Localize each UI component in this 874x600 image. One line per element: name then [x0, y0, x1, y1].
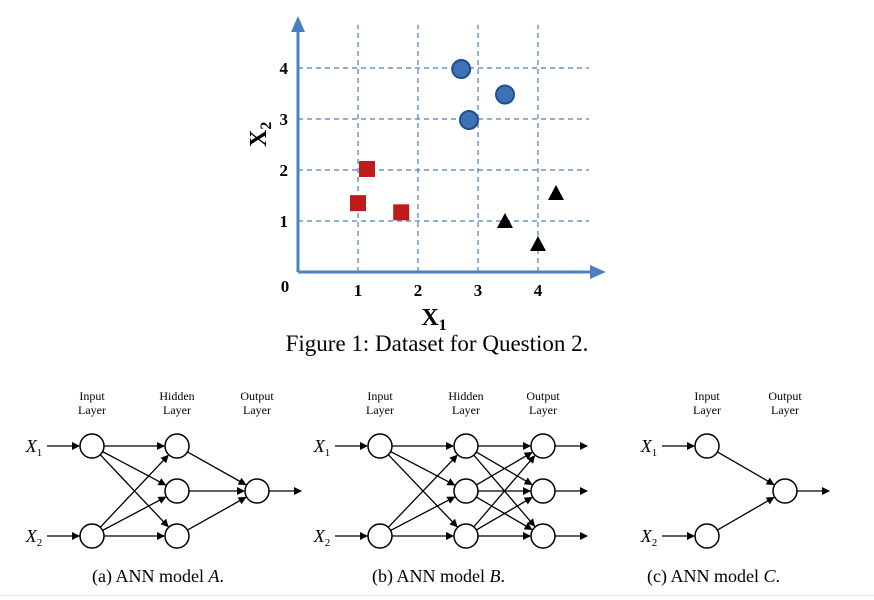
input-label-sub: 2 — [652, 537, 658, 549]
caption-model-a: (a) ANN model A. — [92, 566, 224, 586]
layer-label: Layer — [243, 403, 271, 417]
connection-edge — [187, 496, 247, 531]
input-node — [79, 523, 105, 549]
triangle-point — [497, 213, 513, 228]
connection-edge — [476, 496, 533, 531]
hidden-node — [164, 523, 190, 549]
input-node — [367, 523, 393, 549]
connection-edge — [387, 454, 458, 528]
input-label: X1 — [25, 436, 43, 459]
layer-label: Input — [79, 389, 105, 403]
input-label: X2 — [640, 526, 658, 549]
x-tick-label: 2 — [414, 281, 423, 300]
layer-label: Layer — [78, 403, 106, 417]
y-tick-label: 3 — [280, 110, 289, 129]
output-node — [772, 478, 798, 504]
input-label: X1 — [313, 436, 331, 459]
input-node — [694, 523, 720, 549]
connection-edge — [390, 496, 456, 532]
connection-edge — [717, 451, 775, 486]
layer-label: Layer — [452, 403, 480, 417]
y-axis-arrow — [291, 16, 305, 32]
layer-label: Output — [240, 389, 274, 403]
connection-edge — [717, 496, 775, 531]
hidden-node — [453, 433, 479, 459]
y-axis-label: X2 — [246, 122, 275, 147]
input-label-sub: 2 — [325, 537, 331, 549]
layer-label: Hidden — [159, 389, 194, 403]
input-node — [79, 433, 105, 459]
connection-edge — [390, 450, 456, 486]
grid-lines — [298, 24, 589, 272]
connection-edge — [476, 451, 533, 486]
data-markers — [350, 59, 564, 251]
axis-labels: X1 X2 — [246, 122, 447, 330]
layer-label: Hidden — [448, 389, 483, 403]
hidden-node — [453, 523, 479, 549]
x-axis-label-sub: 1 — [439, 317, 447, 330]
output-node — [244, 478, 270, 504]
input-node — [367, 433, 393, 459]
layer-label: Layer — [529, 403, 557, 417]
triangle-point — [530, 235, 546, 251]
output-node — [530, 478, 556, 504]
tick-labels: 0 1 2 3 4 1 2 3 4 — [280, 59, 543, 300]
layer-label: Layer — [163, 403, 191, 417]
input-label-sub: 1 — [37, 447, 43, 459]
input-label-sub: 2 — [37, 537, 43, 549]
connection-edge — [187, 451, 247, 486]
y-tick-label: 1 — [280, 212, 289, 231]
x-tick-label: 3 — [474, 281, 483, 300]
input-label: X1 — [640, 436, 658, 459]
circle-point — [451, 59, 472, 80]
figure-caption: Figure 1: Dataset for Question 2. — [285, 331, 589, 356]
page-edge-line — [0, 595, 874, 596]
caption-model-b: (b) ANN model B. — [372, 566, 505, 586]
layer-label: Input — [367, 389, 393, 403]
origin-label: 0 — [281, 277, 290, 296]
input-node — [694, 433, 720, 459]
circle-point — [459, 110, 479, 131]
connection-edge — [102, 451, 167, 486]
square-point — [350, 195, 366, 212]
x-tick-label: 4 — [534, 281, 543, 300]
axes — [291, 16, 606, 279]
square-point — [359, 160, 375, 177]
layer-label: Output — [526, 389, 560, 403]
x-axis-label: X1 — [421, 305, 446, 330]
caption-model-c: (c) ANN model C. — [647, 566, 780, 586]
layer-label: Output — [768, 389, 802, 403]
output-node — [530, 523, 556, 549]
layer-label: Input — [694, 389, 720, 403]
hidden-node — [453, 478, 479, 504]
input-label-sub: 1 — [652, 447, 658, 459]
hidden-node — [164, 478, 190, 504]
input-label-sub: 1 — [325, 447, 331, 459]
triangle-point — [548, 184, 564, 200]
circle-point — [495, 84, 515, 105]
layer-label: Layer — [366, 403, 394, 417]
y-tick-label: 4 — [280, 59, 289, 78]
x-axis-arrow — [590, 265, 606, 279]
connection-edge — [102, 496, 167, 531]
layer-label: Layer — [693, 403, 721, 417]
input-label: X2 — [25, 526, 43, 549]
connection-edge — [473, 455, 536, 528]
y-axis-label-sub: 2 — [258, 122, 275, 130]
layer-label: Layer — [771, 403, 799, 417]
output-node — [530, 433, 556, 459]
connection-edge — [99, 454, 169, 528]
y-tick-label: 2 — [280, 161, 289, 180]
square-point — [393, 204, 410, 221]
hidden-node — [164, 433, 190, 459]
x-tick-label: 1 — [354, 281, 363, 300]
input-label: X2 — [313, 526, 331, 549]
